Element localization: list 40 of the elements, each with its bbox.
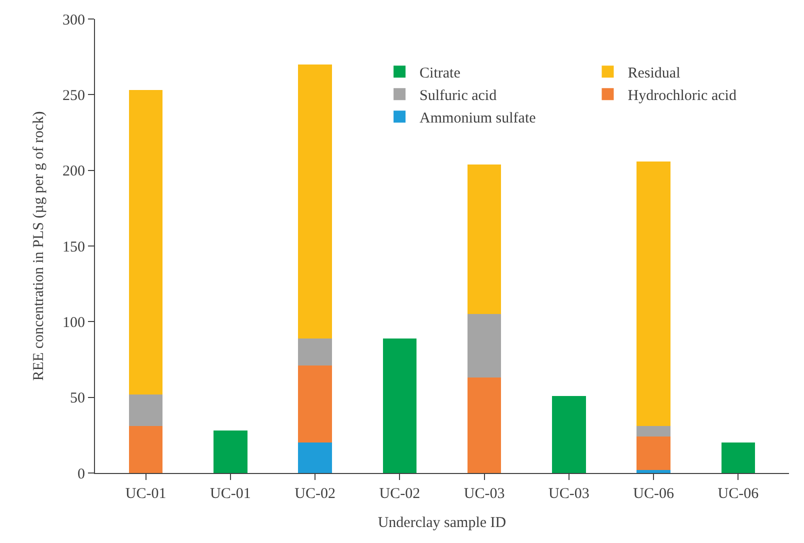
x-tick-label: UC-02 xyxy=(294,486,336,502)
bar xyxy=(128,426,163,473)
y-axis-title: REE concentration in PLS (µg per g of rock) xyxy=(30,111,47,381)
x-tick-label: UC-01 xyxy=(210,486,251,502)
bar xyxy=(636,436,671,470)
bar xyxy=(467,314,502,378)
bar xyxy=(721,442,756,473)
bar xyxy=(298,338,332,366)
legend-label: Hydrochloric acid xyxy=(628,88,737,104)
bar xyxy=(128,90,163,394)
legend-label: Citrate xyxy=(420,65,461,82)
y-tick-label: 150 xyxy=(62,239,85,256)
x-tick-label: UC-03 xyxy=(548,486,590,502)
bar xyxy=(298,366,332,443)
bar xyxy=(298,442,332,473)
x-tick-label: UC-06 xyxy=(718,486,760,502)
legend-label: Sulfuric acid xyxy=(420,88,498,104)
legend-label: Residual xyxy=(628,65,680,82)
bar xyxy=(636,161,671,426)
y-tick-label: 250 xyxy=(62,88,85,104)
bar xyxy=(636,470,671,473)
legend-label: Ammonium sulfate xyxy=(420,110,536,126)
bar xyxy=(552,396,586,473)
x-tick-label: UC-02 xyxy=(379,486,420,502)
y-tick-label: 300 xyxy=(62,12,85,28)
x-tick-label: UC-01 xyxy=(125,486,166,502)
bar xyxy=(382,338,417,473)
bar xyxy=(467,164,502,314)
y-tick-label: 50 xyxy=(70,390,85,407)
y-tick-label: 100 xyxy=(62,314,85,331)
y-tick-label: 200 xyxy=(62,164,85,180)
bar xyxy=(636,426,671,437)
bar xyxy=(128,394,163,426)
x-axis-title: Underclay sample ID xyxy=(378,515,506,531)
bar xyxy=(213,430,248,473)
y-tick-label: 0 xyxy=(78,466,85,482)
bar xyxy=(467,378,502,473)
bar xyxy=(298,64,332,338)
x-tick-label: UC-03 xyxy=(464,486,505,502)
x-tick-label: UC-06 xyxy=(633,486,674,502)
